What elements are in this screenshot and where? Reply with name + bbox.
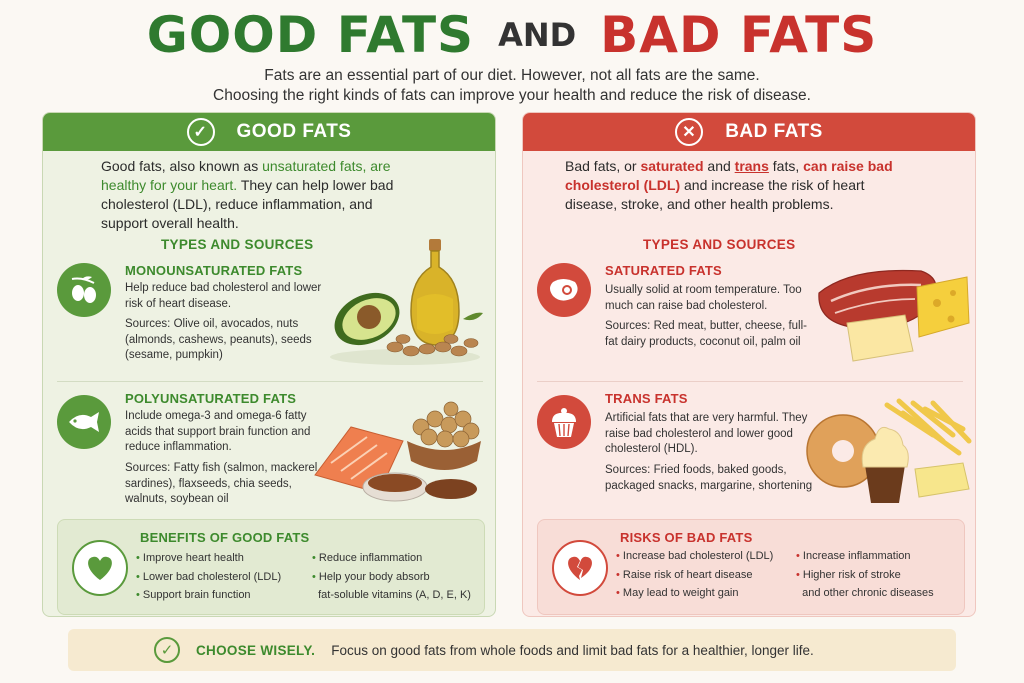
bad-desc-part-3: fats, (768, 158, 804, 174)
good-benefits-box: BENEFITS OF GOOD FATS Improve heart heal… (57, 519, 485, 615)
risk-item: Increase inflammation (796, 547, 934, 566)
benefit-item: fat-soluble vitamins (A, D, E, K) (318, 589, 471, 601)
bad-fats-panel: ✕ BAD FATS Bad fats, or saturated and tr… (522, 112, 976, 617)
steak-butter-cheese-image (818, 269, 970, 362)
check-circle-icon: ✓ (186, 118, 215, 146)
bad-desc-part-4: and increase the risk of heart disease, … (565, 177, 865, 212)
poly-sources: Sources: Fatty fish (salmon, mackerel, s… (125, 462, 321, 505)
bad-desc-trans: trans (734, 158, 769, 174)
trans-desc: Artificial fats that are very harmful. T… (605, 412, 808, 455)
bad-desc-highlight: can raise bad cholesterol (LDL) (565, 158, 893, 193)
good-desc-part-2: They can help lower bad cholesterol (LDL… (101, 177, 394, 231)
benefit-item: Improve heart health (136, 549, 281, 568)
good-divider (57, 381, 483, 382)
trans-section: TRANS FATS Artificial fats that are very… (523, 391, 975, 515)
benefit-item: Reduce inflammation (312, 549, 471, 568)
page-title: GOOD FATS AND BAD FATS (0, 6, 1024, 64)
good-fats-header-label: GOOD FATS (236, 121, 352, 142)
broken-heart-icon (552, 540, 608, 596)
intro-line-2: Choosing the right kinds of fats can imp… (213, 87, 811, 104)
intro-text: Fats are an essential part of our diet. … (0, 66, 1024, 106)
title-and: AND (498, 16, 577, 54)
mono-desc: Help reduce bad cholesterol and lower ri… (125, 282, 322, 310)
good-benefits-title: BENEFITS OF GOOD FATS (140, 530, 310, 545)
saturated-desc: Usually solid at room temperature. Too m… (605, 284, 802, 312)
bad-types-heading: TYPES AND SOURCES (643, 237, 796, 252)
risk-item: and other chronic diseases (802, 587, 934, 599)
mono-section: MONOUNSATURATED FATS Help reduce bad cho… (43, 239, 495, 379)
check-circle-icon: ✓ (154, 637, 180, 663)
saturated-title: SATURATED FATS (605, 263, 722, 278)
title-good: GOOD FATS (146, 6, 475, 64)
risk-item: Raise risk of heart disease (616, 566, 773, 585)
good-benefits-col1: Improve heart health Lower bad cholester… (136, 549, 281, 605)
trans-title: TRANS FATS (605, 391, 688, 406)
bad-divider (537, 381, 963, 382)
good-desc-highlight: unsaturated fats, are healthy for your h… (101, 158, 391, 193)
cupcake-icon (537, 395, 591, 449)
benefit-item: Lower bad cholesterol (LDL) (136, 568, 281, 587)
good-types-heading: TYPES AND SOURCES (161, 237, 314, 252)
x-circle-icon: ✕ (675, 118, 704, 146)
donut-fries-cupcake-margarine-image (806, 398, 972, 503)
saturated-sources: Sources: Red meat, butter, cheese, full-… (605, 320, 807, 348)
choose-wisely-banner: ✓ CHOOSE WISELY. Focus on good fats from… (68, 629, 956, 671)
poly-section: POLYUNSATURATED FATS Include omega-3 and… (43, 391, 495, 515)
trans-sources: Sources: Fried foods, baked goods, packa… (605, 464, 813, 492)
bad-desc-part-1: Bad fats, or (565, 158, 641, 174)
good-fats-description: Good fats, also known as unsaturated fat… (101, 157, 411, 233)
bad-fats-description: Bad fats, or saturated and trans fats, c… (565, 157, 905, 214)
bad-fats-header: ✕ BAD FATS (523, 113, 975, 151)
mono-title: MONOUNSATURATED FATS (125, 263, 303, 278)
benefit-item: Support brain function (136, 586, 281, 605)
risk-item: Higher risk of stroke (796, 566, 934, 585)
bad-desc-saturated: saturated (640, 158, 704, 174)
salmon-walnuts-flaxseeds-image (314, 401, 481, 502)
fish-icon (57, 395, 111, 449)
good-fats-header: ✓ GOOD FATS (43, 113, 495, 151)
poly-desc: Include omega-3 and omega-6 fatty acids … (125, 410, 311, 453)
bad-fats-header-label: BAD FATS (725, 121, 823, 142)
mono-sources: Sources: Olive oil, avocados, nuts (almo… (125, 318, 312, 361)
footer-text: Focus on good fats from whole foods and … (331, 642, 814, 658)
bad-risks-title: RISKS OF BAD FATS (620, 530, 753, 545)
footer-label: CHOOSE WISELY. (196, 642, 316, 658)
benefit-item: Help your body absorb (312, 568, 471, 587)
steak-icon (537, 263, 591, 317)
heart-icon (72, 540, 128, 596)
saturated-section: SATURATED FATS Usually solid at room tem… (523, 259, 975, 379)
risk-item: Increase bad cholesterol (LDL) (616, 547, 773, 566)
intro-line-1: Fats are an essential part of our diet. … (264, 67, 760, 84)
bad-risks-col2: Increase inflammation Higher risk of str… (796, 547, 934, 603)
title-bad: BAD FATS (600, 6, 878, 64)
bad-desc-part-2: and (703, 158, 735, 174)
good-benefits-col2: Reduce inflammation Help your body absor… (312, 549, 471, 605)
olive-icon (57, 263, 111, 317)
good-fats-panel: ✓ GOOD FATS Good fats, also known as uns… (42, 112, 496, 617)
risk-item: May lead to weight gain (616, 584, 773, 603)
poly-title: POLYUNSATURATED FATS (125, 391, 297, 406)
bad-risks-col1: Increase bad cholesterol (LDL) Raise ris… (616, 547, 773, 603)
good-desc-part-1: Good fats, also known as (101, 158, 263, 174)
olive-oil-avocado-nuts-image (330, 239, 483, 365)
bad-risks-box: RISKS OF BAD FATS Increase bad cholester… (537, 519, 965, 615)
